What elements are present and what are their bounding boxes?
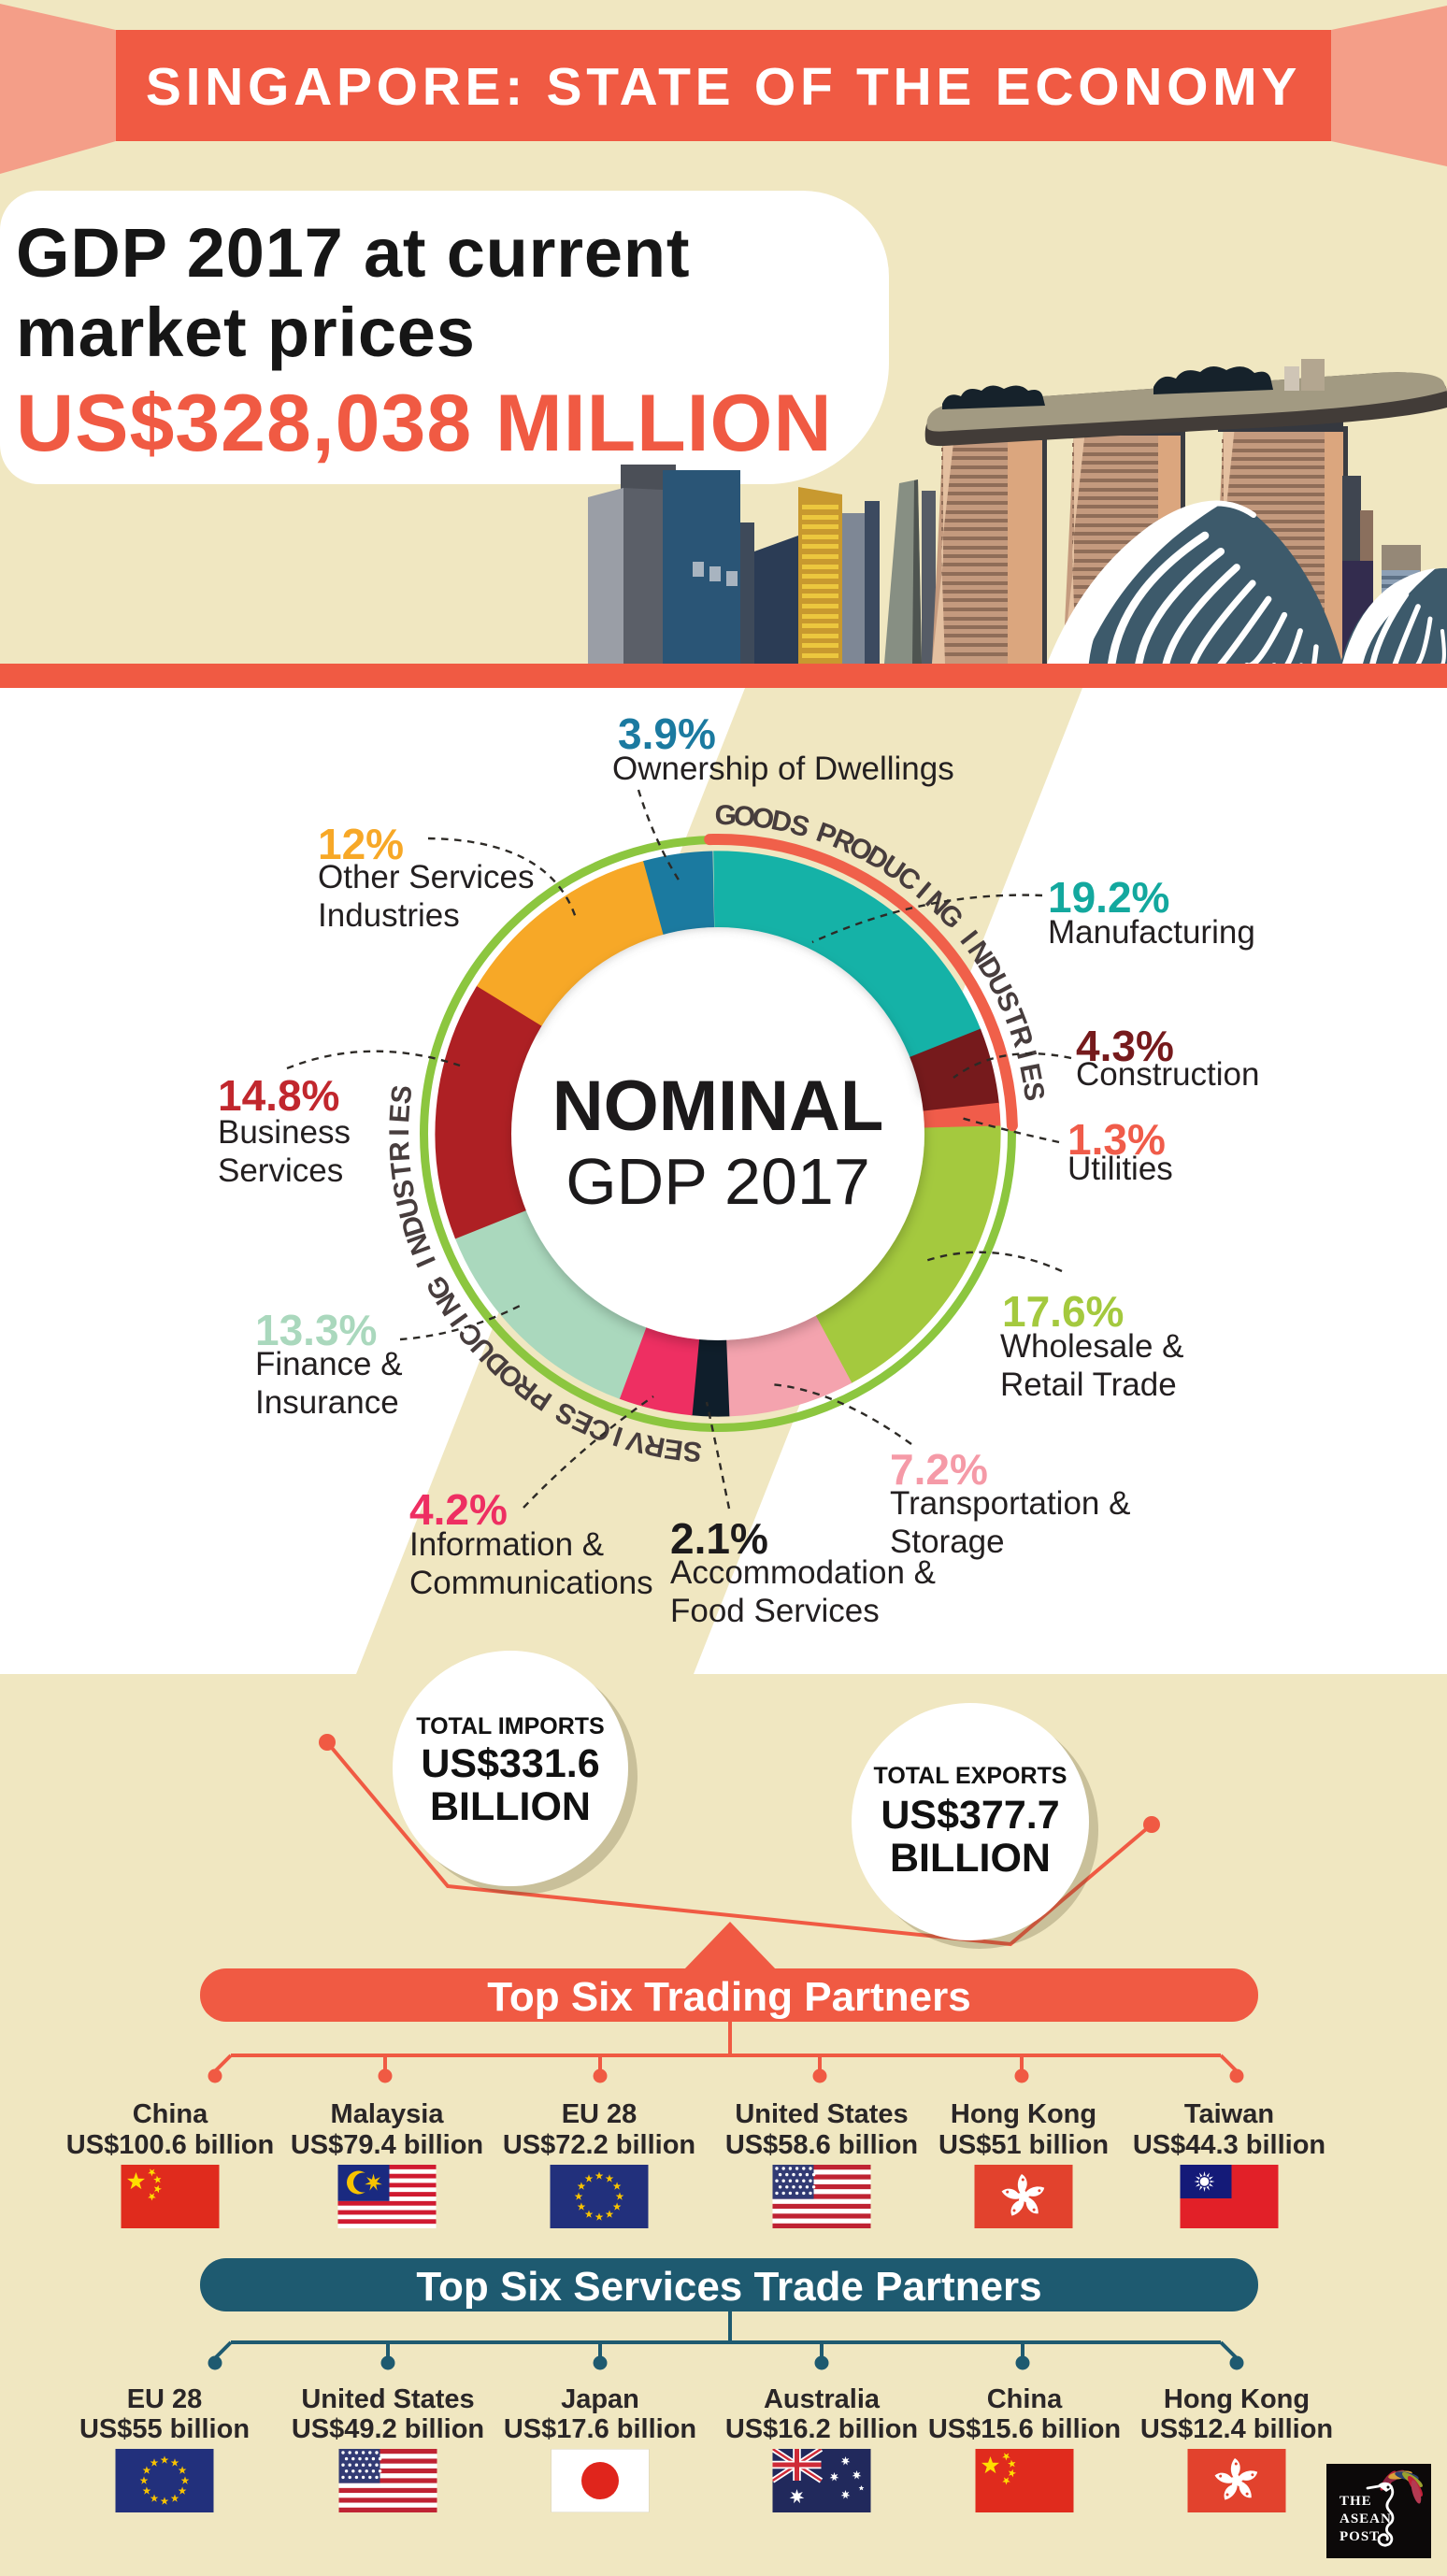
svg-text:O: O xyxy=(732,800,756,833)
svg-text:THE: THE xyxy=(1340,2494,1372,2509)
svg-text:POST: POST xyxy=(1340,2529,1380,2544)
svg-text:E: E xyxy=(662,1432,684,1465)
svg-text:S: S xyxy=(1017,1080,1050,1103)
svg-text:S: S xyxy=(385,1083,418,1106)
svg-text:T: T xyxy=(385,1160,418,1181)
svg-text:G: G xyxy=(714,800,737,832)
svg-text:E: E xyxy=(384,1103,416,1123)
svg-text:I: I xyxy=(384,1128,415,1136)
svg-text:S: S xyxy=(681,1435,703,1467)
svg-text:ASEAN: ASEAN xyxy=(1340,2512,1392,2526)
svg-text:R: R xyxy=(384,1140,416,1163)
svg-text:O: O xyxy=(750,802,776,836)
